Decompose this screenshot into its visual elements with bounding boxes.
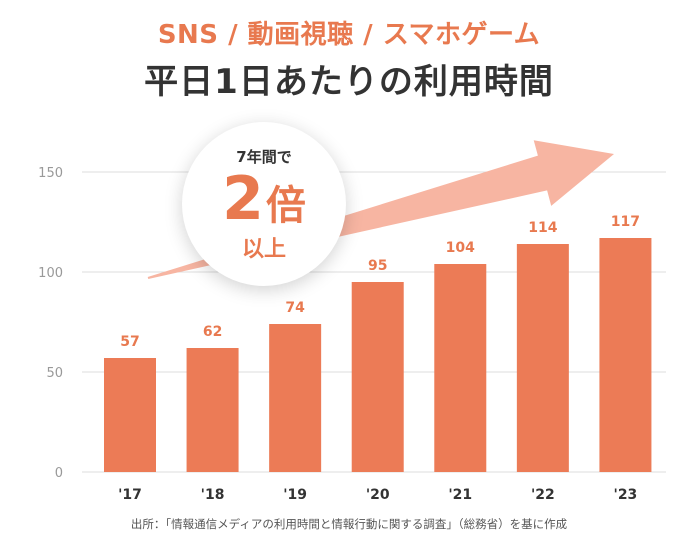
data-label: 114: [528, 220, 557, 236]
x-tick-label: '23: [614, 487, 638, 503]
bar-6: [599, 238, 652, 472]
x-tick-label: '18: [201, 487, 225, 503]
chart-title: 平日1日あたりの利用時間: [144, 62, 554, 102]
x-tick-label: '20: [366, 487, 390, 503]
x-tick-label: '19: [283, 487, 307, 503]
badge-number: 2: [222, 163, 264, 234]
badge-suffix: 以上: [241, 236, 286, 262]
bars: [104, 238, 652, 472]
x-tick-label: '17: [118, 487, 142, 503]
bar-3: [351, 282, 404, 472]
x-tick-label: '21: [448, 487, 472, 503]
badge-unit: 倍: [265, 182, 306, 229]
axis-ticks: 0 50 100 150 '17 '18 '19 '20 '21 '22 '23: [38, 166, 637, 503]
bar-5: [516, 244, 569, 472]
bar-2: [269, 324, 322, 472]
y-tick-label: 0: [55, 466, 63, 481]
data-label: 74: [285, 300, 305, 316]
y-tick-label: 100: [38, 266, 63, 281]
source-note: 出所：「情報通信メディアの利用時間と情報行動に関する調査」（総務省）を基に作成: [130, 517, 568, 531]
y-tick-label: 50: [46, 366, 63, 381]
badge-multiplier: 2 倍: [222, 169, 306, 229]
data-labels: 57 62 74 95 104 114 117: [120, 214, 640, 350]
y-tick-label: 150: [38, 166, 63, 181]
growth-badge: 7年間で 2 倍 以上: [182, 122, 346, 286]
data-label: 104: [446, 240, 475, 256]
data-label: 95: [368, 258, 387, 274]
data-label: 57: [120, 334, 139, 350]
x-tick-label: '22: [531, 487, 555, 503]
data-label: 117: [611, 214, 640, 230]
chart-subtitle: SNS / 動画視聴 / スマホゲーム: [157, 20, 541, 50]
badge-period-text: 7年間で: [236, 147, 292, 166]
bar-1: [186, 348, 239, 472]
bar-4: [434, 264, 487, 472]
bar-0: [104, 358, 156, 472]
data-label: 62: [203, 324, 222, 340]
